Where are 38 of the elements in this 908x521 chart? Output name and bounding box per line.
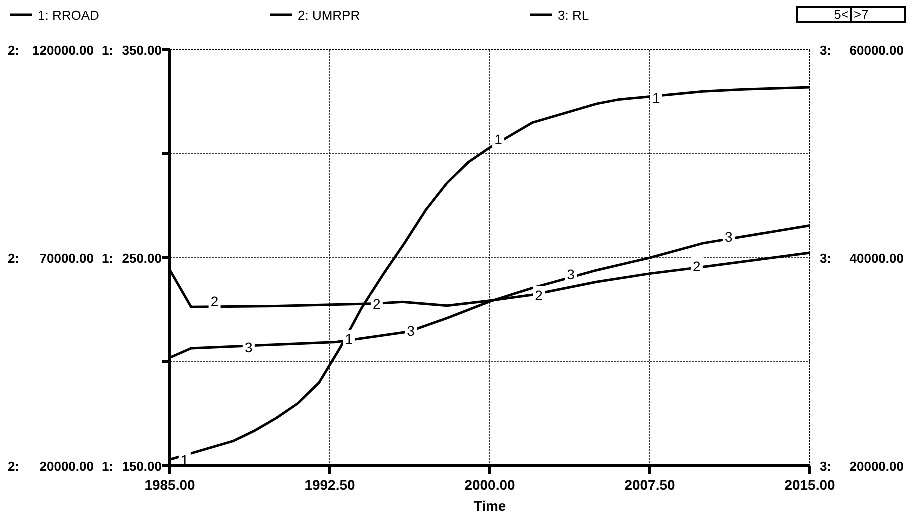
y-axis-title: 1: <box>102 459 114 474</box>
text: 3: <box>820 43 832 58</box>
annotation: 3 <box>567 266 576 283</box>
annotation: 1 <box>494 131 503 148</box>
x-tick-label: 1992.50 <box>304 477 356 493</box>
text: 1: <box>102 251 114 266</box>
annotation: 1 <box>345 331 354 348</box>
annotation: 2 <box>693 258 702 274</box>
y3-tick-label: 60000.00 <box>850 43 904 58</box>
annotation: 2 <box>210 294 219 310</box>
y-tick-label: 350.00 <box>122 43 162 58</box>
x-tick-label: 2000.00 <box>464 477 516 493</box>
y3-axis-title: 3: <box>820 459 832 474</box>
y2-axis-title: 2: <box>8 459 20 474</box>
text: 2: <box>8 43 20 58</box>
legend-label: 3: RL <box>558 8 590 23</box>
legend-label: 2: UMRPR <box>298 8 360 23</box>
annotation: 1 <box>652 90 660 106</box>
y2-tick-label: 120000.00 <box>32 43 94 58</box>
text: 5< <box>834 7 849 22</box>
annotation: 3 <box>245 339 254 356</box>
y-tick-label: 150.00 <box>122 459 162 474</box>
text: 1: <box>102 43 114 58</box>
y2-tick-label: 20000.00 <box>40 459 94 474</box>
text: 3: <box>820 251 832 266</box>
y-tick-label: 250.00 <box>122 251 162 266</box>
y3-tick-label: 20000.00 <box>850 459 904 474</box>
y2-tick-label: 70000.00 <box>40 251 94 266</box>
x-tick-label: 2007.50 <box>624 477 676 493</box>
y3-tick-label: 40000.00 <box>850 251 904 266</box>
x-tick-label: 1985.00 <box>144 477 196 493</box>
legend-label: 1: RROAD <box>38 8 100 23</box>
x-tick-label: 2015.00 <box>784 477 836 493</box>
text: >7 <box>854 7 869 22</box>
annotation: 3 <box>725 229 734 246</box>
annotation: 2 <box>535 287 544 304</box>
x-axis-title: Time <box>474 498 506 514</box>
text: 2: <box>8 251 20 266</box>
